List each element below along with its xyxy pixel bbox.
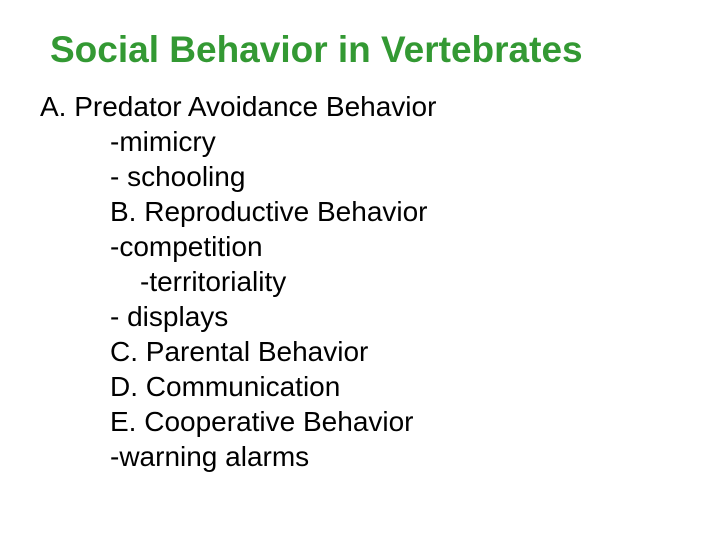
outline-item: E. Cooperative Behavior	[110, 404, 680, 439]
slide-title: Social Behavior in Vertebrates	[50, 30, 680, 71]
outline-item-a: A. Predator Avoidance Behavior	[40, 89, 680, 124]
outline-item: - schooling	[110, 159, 680, 194]
outline-item: D. Communication	[110, 369, 680, 404]
outline-item: -warning alarms	[110, 439, 680, 474]
outline-item: -mimicry	[110, 124, 680, 159]
slide-container: Social Behavior in Vertebrates A. Predat…	[0, 0, 720, 540]
outline-item: C. Parental Behavior	[110, 334, 680, 369]
outline-item: -competition	[110, 229, 680, 264]
outline-item: - displays	[110, 299, 680, 334]
outline-subitem: -territoriality	[140, 264, 680, 299]
outline-item: B. Reproductive Behavior	[110, 194, 680, 229]
